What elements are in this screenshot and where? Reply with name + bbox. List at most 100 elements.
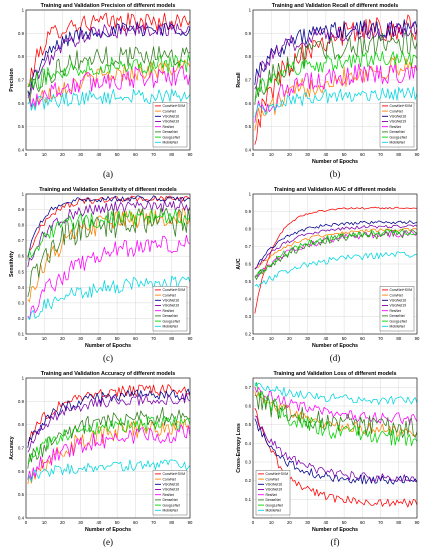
y-tick-label: 0.9 — [18, 31, 25, 36]
series-line-vggnet16 — [254, 19, 417, 86]
x-tick-label: 10 — [42, 336, 47, 341]
x-tick-label: 70 — [378, 520, 383, 525]
panel-caption: (c) — [103, 353, 113, 363]
legend-label: VGGNet19 — [266, 488, 283, 492]
y-tick-label: 0.4 — [18, 148, 25, 153]
legend-label: VGGNet16 — [163, 115, 180, 119]
legend-label: ResNet — [266, 493, 277, 497]
legend-label: GoogLeNet — [390, 319, 407, 323]
y-tick-label: 0.4 — [245, 441, 252, 446]
legend-label: VGGNet16 — [390, 299, 407, 303]
series-lines — [27, 12, 190, 111]
legend-label: GoogLeNet — [163, 135, 180, 139]
chart-panel-c: 0 10 20 30 40 50 60 70 80 90 0.1 0.2 0.3 0.4 0.5 0.6 0.7… — [9, 187, 193, 363]
legend-label: VGGNet19 — [390, 304, 407, 308]
series-line-densenet — [27, 207, 190, 297]
series-line-vggnet19 — [254, 224, 417, 270]
series-lines — [254, 206, 417, 314]
legend-label: ConvNet — [390, 293, 403, 297]
series-line-densenet — [27, 45, 190, 103]
x-tick-label: 50 — [342, 520, 347, 525]
chart-title: Training and Validation Sensitivity of d… — [39, 187, 176, 193]
y-tick-label: 0.8 — [18, 422, 25, 427]
x-axis-label: Number of Epochs — [312, 159, 358, 165]
legend-label: ConvNet+SVM — [266, 472, 289, 476]
x-tick-label: 20 — [287, 152, 292, 157]
legend-label: MobileNet — [163, 141, 178, 145]
legend-label: ResNet — [163, 309, 174, 313]
y-tick-label: 0.8 — [18, 223, 25, 228]
x-tick-label: 60 — [360, 152, 365, 157]
series-lines — [27, 195, 190, 320]
x-tick-label: 20 — [287, 520, 292, 525]
x-tick-label: 30 — [78, 520, 83, 525]
legend-label: ConvNet — [266, 477, 279, 481]
y-axis-label: Recall — [236, 72, 242, 88]
x-tick-label: 70 — [378, 152, 383, 157]
chart-title: Training and Validation Loss of differen… — [273, 371, 396, 377]
plot-frame — [25, 193, 191, 335]
y-tick-label: 0.3 — [245, 314, 252, 319]
x-axis-label: Number of Epochs — [312, 527, 358, 533]
x-tick-label: 50 — [115, 152, 120, 157]
x-tick-label: 40 — [323, 520, 328, 525]
y-axis-label: Sensitivity — [9, 251, 15, 277]
legend-label: GoogLeNet — [390, 135, 407, 139]
x-tick-label: 80 — [169, 336, 174, 341]
series-line-vggnet16 — [254, 220, 417, 269]
legend-label: VGGNet16 — [163, 483, 180, 487]
series-line-convnet-svm — [254, 14, 417, 145]
legend-label: VGGNet19 — [390, 120, 407, 124]
x-tick-label: 20 — [60, 152, 65, 157]
x-tick-label: 30 — [305, 520, 310, 525]
x-axis-label: Number of Epochs — [85, 343, 131, 349]
legend-label: VGGNet19 — [163, 488, 180, 492]
x-tick-label: 30 — [305, 336, 310, 341]
legend-box — [255, 470, 291, 516]
x-tick-label: 70 — [378, 336, 383, 341]
series-line-mobilenet — [27, 88, 190, 111]
y-tick-label: 0.5 — [245, 124, 252, 129]
x-tick-label: 50 — [115, 520, 120, 525]
legend-label: MobileNet — [390, 325, 405, 329]
chart-title: Training and Validation AUC of different… — [274, 187, 396, 193]
y-tick-label: 0.9 — [245, 209, 252, 214]
legend-label: ResNet — [163, 493, 174, 497]
chart-title: Training and Validation Precision of dif… — [41, 3, 176, 9]
x-tick-label: 0 — [252, 152, 255, 157]
series-line-vggnet16 — [27, 388, 190, 448]
x-tick-label: 20 — [60, 336, 65, 341]
panel-caption: (d) — [330, 353, 341, 363]
x-tick-label: 50 — [342, 152, 347, 157]
x-tick-label: 70 — [151, 152, 156, 157]
legend-box — [152, 470, 188, 516]
x-tick-label: 80 — [169, 520, 174, 525]
y-tick-label: 0.7 — [18, 238, 25, 243]
y-axis-label: AUC — [236, 258, 242, 269]
y-tick-label: 0.2 — [245, 478, 252, 483]
series-line-convnet-svm — [27, 384, 190, 444]
y-tick-label: 0.7 — [245, 385, 252, 390]
x-tick-label: 70 — [151, 336, 156, 341]
legend-label: ResNet — [163, 125, 174, 129]
panel-caption: (f) — [331, 537, 340, 547]
y-tick-label: 0.5 — [18, 269, 25, 274]
y-tick-label: 1 — [249, 8, 252, 13]
y-tick-label: 0.6 — [245, 404, 252, 409]
series-line-vggnet19 — [254, 22, 417, 90]
y-tick-label: 0.4 — [245, 297, 252, 302]
legend-label: ConvNet — [163, 293, 176, 297]
y-tick-label: 0.3 — [245, 460, 252, 465]
series-line-mobilenet — [254, 86, 417, 118]
legend-label: VGGNet16 — [163, 299, 180, 303]
x-tick-label: 90 — [188, 336, 193, 341]
series-line-googlenet — [254, 382, 417, 447]
series-lines — [27, 384, 190, 485]
x-tick-label: 90 — [415, 336, 420, 341]
x-tick-label: 60 — [133, 336, 138, 341]
